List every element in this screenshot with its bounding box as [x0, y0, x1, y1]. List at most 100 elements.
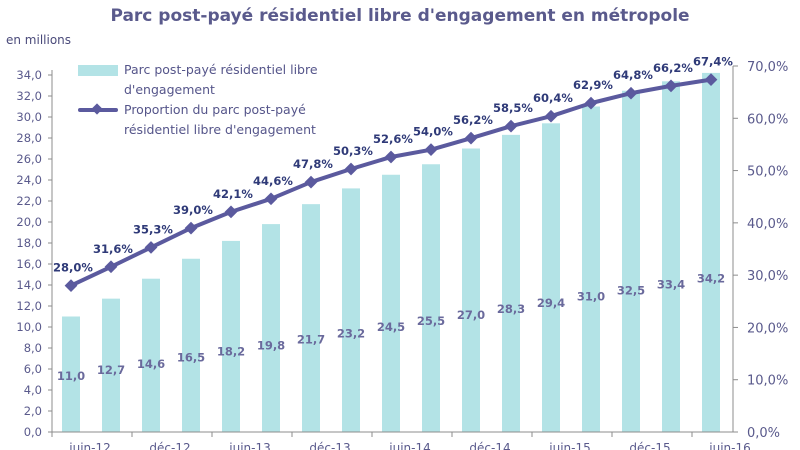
left-axis-tick-label: 34,0: [16, 68, 42, 82]
line-value-label: 31,6%: [93, 242, 133, 256]
left-axis-tick-label: 12,0: [16, 299, 42, 313]
line-value-label: 44,6%: [253, 174, 293, 188]
line-value-label: 66,2%: [653, 61, 693, 75]
line-marker: [424, 143, 438, 157]
bar: [382, 174, 400, 432]
line-value-label: 56,2%: [453, 113, 493, 127]
legend-bar-swatch: [78, 65, 118, 76]
right-axis-tick-label: 70,0%: [747, 60, 788, 75]
line-marker: [544, 109, 558, 123]
right-axis-tick-label: 30,0%: [747, 269, 788, 284]
line-value-label: 60,4%: [533, 91, 573, 105]
line-value-label: 52,6%: [373, 132, 413, 146]
bar: [622, 90, 640, 432]
left-axis-tick-label: 24,0: [16, 173, 42, 187]
bar-value-label: 16,5: [177, 351, 205, 365]
bar: [422, 164, 440, 432]
x-axis-tick-label: déc-15: [629, 441, 670, 450]
bar-value-label: 21,7: [297, 332, 325, 346]
legend-bar-label-2: d'engagement: [124, 82, 215, 97]
line-value-label: 50,3%: [333, 144, 373, 158]
legend-line-label-2: résidentiel libre d'engagement: [124, 122, 316, 137]
left-axis-tick-label: 0,0: [24, 425, 42, 439]
bar: [182, 258, 200, 432]
bar: [502, 134, 520, 432]
bar: [702, 72, 720, 433]
line-value-label: 67,4%: [693, 55, 733, 69]
legend-line-label-1: Proportion du parc post-payé: [124, 102, 306, 117]
line-value-label: 64,8%: [613, 68, 653, 82]
x-axis-tick-label: déc-12: [149, 441, 190, 450]
left-axis-tick-label: 6,0: [24, 362, 42, 376]
line-value-label: 39,0%: [173, 203, 213, 217]
left-axis-tick-label: 20,0: [16, 215, 42, 229]
bar-value-label: 29,4: [537, 296, 565, 310]
bar-value-label: 25,5: [417, 314, 445, 328]
line-value-label: 62,9%: [573, 78, 613, 92]
line-marker: [504, 119, 518, 133]
line-marker: [304, 175, 318, 189]
legend-line-swatch: [78, 108, 118, 112]
chart-title: Parc post-payé résidentiel libre d'engag…: [110, 6, 690, 26]
bar: [582, 106, 600, 432]
left-axis-tick-label: 16,0: [16, 257, 42, 271]
bar-value-label: 14,6: [137, 357, 165, 371]
bar-value-label: 34,2: [697, 271, 725, 285]
bar-value-label: 18,2: [217, 345, 245, 359]
line-marker: [144, 241, 158, 254]
x-axis-tick-label: juin-14: [388, 441, 430, 450]
bar: [102, 298, 120, 432]
legend-item-line: Proportion du parc post-payé résidentiel…: [78, 100, 414, 140]
bar: [462, 148, 480, 432]
bar-value-label: 24,5: [377, 320, 405, 334]
bar-value-label: 27,0: [457, 308, 485, 322]
line-value-label: 35,3%: [133, 222, 173, 236]
bar-value-label: 28,3: [497, 302, 525, 316]
line-marker: [464, 131, 478, 145]
right-axis-tick-label: 40,0%: [747, 217, 788, 232]
line-marker: [64, 279, 78, 292]
bar: [222, 240, 240, 432]
legend-bar-label-1: Parc post-payé résidentiel libre: [124, 62, 318, 77]
line-value-label: 42,1%: [213, 187, 253, 201]
bar: [342, 188, 360, 432]
x-axis-tick-label: déc-13: [309, 441, 350, 450]
line-marker: [184, 221, 198, 235]
left-axis-tick-label: 26,0: [16, 152, 42, 166]
y-axis-unit-label: en millions: [6, 33, 72, 47]
bar-value-label: 19,8: [257, 339, 285, 353]
bar-value-label: 31,0: [577, 290, 605, 304]
left-axis-tick-label: 10,0: [16, 320, 42, 334]
x-axis-tick-label: déc-14: [469, 441, 510, 450]
bar: [62, 316, 80, 432]
line-value-label: 47,8%: [293, 157, 333, 171]
left-axis-tick-label: 18,0: [16, 236, 42, 250]
x-axis-tick-label: juin-16: [708, 441, 750, 450]
left-axis-tick-label: 8,0: [24, 341, 42, 355]
left-axis-tick-label: 2,0: [24, 404, 42, 418]
line-value-label: 28,0%: [53, 261, 93, 275]
right-axis-tick-label: 50,0%: [747, 165, 788, 180]
bar: [142, 278, 160, 432]
bar-value-label: 23,2: [337, 326, 365, 340]
bar-value-label: 33,4: [657, 278, 685, 292]
left-axis-tick-label: 32,0: [16, 89, 42, 103]
right-axis-tick-label: 10,0%: [747, 374, 788, 389]
left-axis-tick-label: 30,0: [16, 110, 42, 124]
bar: [302, 204, 320, 432]
legend: Parc post-payé résidentiel libre d'engag…: [78, 60, 414, 140]
line-marker: [344, 162, 358, 176]
bar-value-label: 32,5: [617, 284, 645, 298]
right-axis-tick-label: 60,0%: [747, 112, 788, 127]
line-marker: [224, 205, 238, 219]
right-axis-tick-label: 0,0%: [747, 426, 780, 441]
line-value-label: 58,5%: [493, 101, 533, 115]
bar-value-label: 12,7: [97, 363, 125, 377]
left-axis-tick-label: 28,0: [16, 131, 42, 145]
left-axis-tick-label: 14,0: [16, 278, 42, 292]
line-marker: [104, 260, 118, 274]
bar: [262, 224, 280, 432]
bar-value-label: 11,0: [57, 369, 85, 383]
x-axis-tick-label: juin-15: [548, 441, 590, 450]
